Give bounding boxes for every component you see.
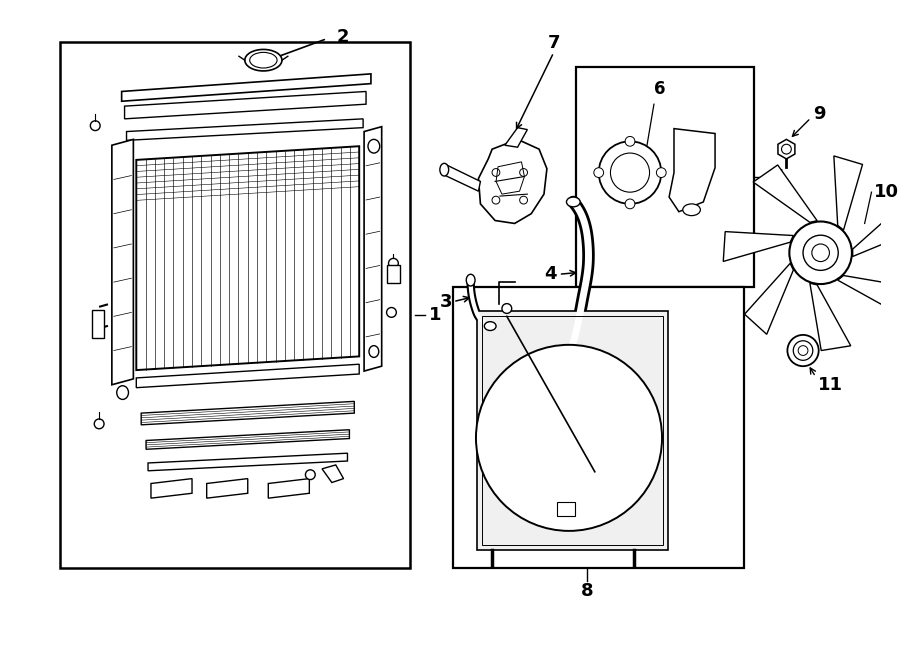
Ellipse shape [117, 386, 129, 399]
Polygon shape [444, 165, 481, 191]
Polygon shape [669, 129, 716, 212]
Circle shape [492, 169, 500, 176]
Text: 4: 4 [544, 265, 557, 284]
Circle shape [519, 169, 527, 176]
Ellipse shape [368, 139, 380, 153]
Text: 5: 5 [772, 168, 784, 186]
Circle shape [502, 303, 512, 313]
Circle shape [626, 136, 634, 146]
Polygon shape [127, 119, 363, 140]
Polygon shape [148, 453, 347, 471]
Polygon shape [268, 479, 310, 498]
Text: 3: 3 [440, 293, 453, 311]
Polygon shape [479, 139, 547, 223]
Polygon shape [207, 479, 248, 498]
Polygon shape [834, 156, 862, 230]
Circle shape [94, 419, 104, 429]
Ellipse shape [440, 163, 449, 176]
Ellipse shape [466, 274, 475, 286]
Polygon shape [852, 203, 900, 256]
Polygon shape [146, 430, 349, 449]
Polygon shape [136, 146, 359, 370]
Polygon shape [753, 165, 817, 222]
Polygon shape [112, 139, 133, 385]
Circle shape [90, 121, 100, 131]
Text: 7: 7 [547, 34, 560, 52]
Text: 8: 8 [580, 582, 593, 600]
Polygon shape [136, 364, 359, 388]
Bar [557, 502, 575, 516]
Ellipse shape [566, 197, 580, 207]
Bar [576, 67, 754, 287]
Circle shape [492, 196, 500, 204]
Circle shape [387, 307, 396, 317]
Circle shape [626, 199, 634, 209]
Text: 2: 2 [337, 28, 349, 46]
Ellipse shape [683, 204, 700, 215]
Polygon shape [778, 139, 795, 159]
Polygon shape [364, 127, 382, 371]
Text: 10: 10 [875, 183, 899, 201]
Polygon shape [810, 283, 850, 350]
Circle shape [598, 141, 662, 204]
Circle shape [305, 470, 315, 480]
Circle shape [594, 168, 604, 178]
Polygon shape [478, 311, 668, 550]
Bar [93, 311, 104, 338]
Ellipse shape [562, 350, 575, 360]
Polygon shape [141, 401, 355, 425]
Polygon shape [151, 479, 192, 498]
Circle shape [389, 258, 399, 268]
Bar [387, 266, 400, 283]
Text: 1: 1 [428, 306, 441, 324]
Polygon shape [505, 128, 527, 147]
Circle shape [519, 196, 527, 204]
Polygon shape [838, 276, 900, 313]
Ellipse shape [484, 322, 496, 330]
Ellipse shape [245, 50, 282, 71]
Ellipse shape [369, 346, 379, 358]
Circle shape [803, 235, 838, 270]
Polygon shape [744, 263, 794, 334]
Bar [60, 42, 410, 568]
Text: 11: 11 [818, 375, 842, 394]
Circle shape [656, 168, 666, 178]
Circle shape [789, 221, 852, 284]
Polygon shape [124, 91, 366, 119]
Text: 9: 9 [813, 105, 825, 123]
Circle shape [788, 335, 819, 366]
Circle shape [812, 244, 830, 262]
Bar [482, 317, 663, 545]
Circle shape [476, 345, 662, 531]
Polygon shape [724, 231, 794, 262]
Bar [453, 287, 744, 568]
Text: 6: 6 [653, 79, 665, 98]
Polygon shape [322, 465, 344, 483]
